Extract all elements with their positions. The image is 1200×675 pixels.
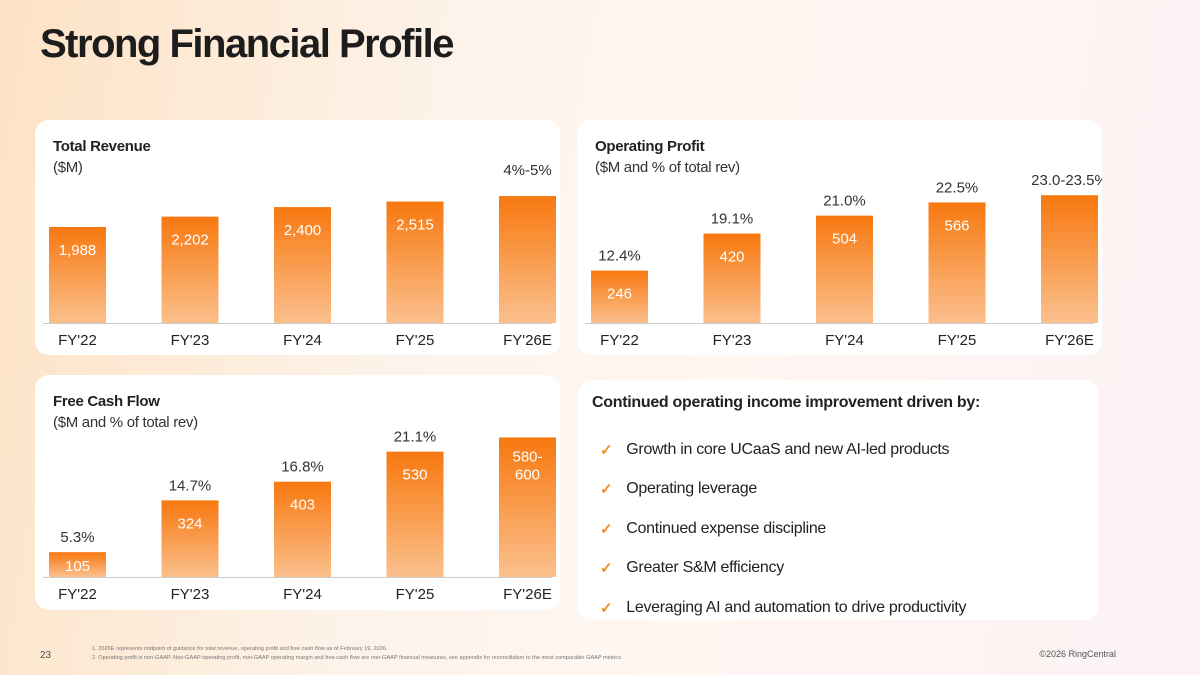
x-tick-label: FY'24 xyxy=(283,332,322,349)
bar-percent-label: 12.4% xyxy=(598,248,641,265)
bar xyxy=(591,270,648,323)
copyright: ©2026 RingCentral xyxy=(1039,649,1116,659)
bar-value-label: 566 xyxy=(944,217,969,234)
bar xyxy=(386,451,444,577)
bar-percent-label: 14.7% xyxy=(169,477,212,494)
x-tick-label: FY'22 xyxy=(600,332,639,349)
check-icon: ✓ xyxy=(600,560,613,578)
bullet-item: ✓ Growth in core UCaaS and new AI-led pro… xyxy=(578,430,1098,470)
bullet-item: ✓ Greater S&M efficiency xyxy=(578,549,1098,589)
chart-title: Free Cash Flow xyxy=(53,393,160,410)
bullet-text: Leveraging AI and automation to drive pr… xyxy=(626,598,967,616)
bar-value-label: 2,202 xyxy=(171,232,209,249)
bar xyxy=(386,201,444,323)
bar xyxy=(49,552,106,577)
x-tick-label: FY'25 xyxy=(396,586,435,603)
x-tick-label: FY'26E xyxy=(503,332,552,349)
x-tick-label: FY'22 xyxy=(58,586,97,603)
check-icon: ✓ xyxy=(600,520,613,538)
page-title: Strong Financial Profile xyxy=(40,22,454,66)
chart-subtitle: ($M and % of total rev) xyxy=(595,159,740,176)
bar-value-label: 504 xyxy=(832,231,857,248)
bullet-item: ✓ Leveraging AI and automation to drive p… xyxy=(578,588,1098,628)
bar xyxy=(499,196,556,323)
bullet-text: Operating leverage xyxy=(626,480,757,498)
bar xyxy=(161,500,219,577)
bar xyxy=(49,226,106,323)
x-tick-label: FY'23 xyxy=(713,332,752,349)
free-cash-flow-card: Free Cash Flow ($M and % of total rev) 1… xyxy=(35,375,560,610)
x-tick-label: FY'24 xyxy=(283,586,322,603)
chart-subtitle: ($M) xyxy=(53,159,83,176)
footnote: 2. Operating profit is non-GAAP. Non-GAA… xyxy=(92,655,623,661)
check-icon: ✓ xyxy=(600,481,613,499)
bullet-text: Continued expense discipline xyxy=(626,519,827,537)
bar-value-label: 530 xyxy=(402,467,427,484)
bar xyxy=(274,207,331,323)
bar xyxy=(703,233,761,323)
bar-value-label: 1,988 xyxy=(59,242,97,259)
x-tick-label: FY'23 xyxy=(171,586,210,603)
footnotes: 1. 2026E represents midpoint of guidance… xyxy=(92,645,623,663)
bar-value-label: 324 xyxy=(177,515,202,532)
bar-value-label: 580- xyxy=(512,448,542,465)
chart-subtitle: ($M and % of total rev) xyxy=(53,414,198,431)
revenue-chart: 1,988 FY'22 2,202 FY'23 2,400 FY'24 2,515 FY'25… xyxy=(43,162,556,349)
bar-percent-label: 23.0-23.5% xyxy=(1031,172,1102,189)
x-tick-label: FY'25 xyxy=(396,332,435,349)
bar-value-label: 600 xyxy=(515,466,540,483)
operating-profit-card: Operating Profit ($M and % of total rev)… xyxy=(577,120,1102,355)
x-tick-label: FY'23 xyxy=(171,332,210,349)
bar xyxy=(499,437,556,577)
x-tick-label: FY'25 xyxy=(938,332,977,349)
footnote: 1. 2026E represents midpoint of guidance… xyxy=(92,646,388,652)
check-icon: ✓ xyxy=(600,599,613,617)
bar-value-label: 105 xyxy=(65,558,90,575)
bar-value-label: 403 xyxy=(290,497,315,514)
bar-percent-label: 21.1% xyxy=(394,429,437,446)
bar xyxy=(1041,195,1098,323)
bar-percent-label: 4%-5% xyxy=(503,162,551,179)
bullet-item: ✓ Operating leverage xyxy=(578,470,1098,510)
bullet-text: Growth in core UCaaS and new AI-led prod… xyxy=(626,440,950,458)
bar-percent-label: 22.5% xyxy=(936,179,979,196)
total-revenue-card: Total Revenue ($M) 1,988 FY'22 2,202 FY'23 2… xyxy=(35,120,560,355)
bullet-item: ✓ Continued expense discipline xyxy=(578,509,1098,549)
bar-value-label: 2,515 xyxy=(396,217,434,234)
bar-value-label: 2,400 xyxy=(284,222,322,239)
bullet-text: Greater S&M efficiency xyxy=(626,559,784,577)
bar-percent-label: 5.3% xyxy=(60,529,94,546)
bar-percent-label: 19.1% xyxy=(711,211,754,228)
bar-value-label: 420 xyxy=(719,249,744,266)
x-tick-label: FY'22 xyxy=(58,332,97,349)
bar-percent-label: 21.0% xyxy=(823,193,866,210)
bar xyxy=(928,202,986,323)
bar-percent-label: 16.8% xyxy=(281,459,324,476)
x-tick-label: FY'26E xyxy=(503,586,552,603)
drivers-heading: Continued operating income improvement d… xyxy=(592,394,981,411)
fcf-chart: 105 5.3% FY'22 324 14.7% FY'23 403 16.8% FY'24 53… xyxy=(43,429,556,603)
chart-title: Total Revenue xyxy=(53,138,151,155)
check-icon: ✓ xyxy=(600,441,613,459)
bar-value-label: 246 xyxy=(607,286,632,303)
drivers-card: Continued operating income improvement d… xyxy=(578,380,1098,620)
bar xyxy=(161,216,219,323)
operating-profit-chart: 246 12.4% FY'22 420 19.1% FY'23 504 21.0% FY'24 5… xyxy=(585,172,1102,349)
x-tick-label: FY'26E xyxy=(1045,332,1094,349)
page-number: 23 xyxy=(40,650,52,661)
bar xyxy=(816,215,873,323)
chart-title: Operating Profit xyxy=(595,138,705,155)
bar xyxy=(274,481,331,577)
x-tick-label: FY'24 xyxy=(825,332,864,349)
